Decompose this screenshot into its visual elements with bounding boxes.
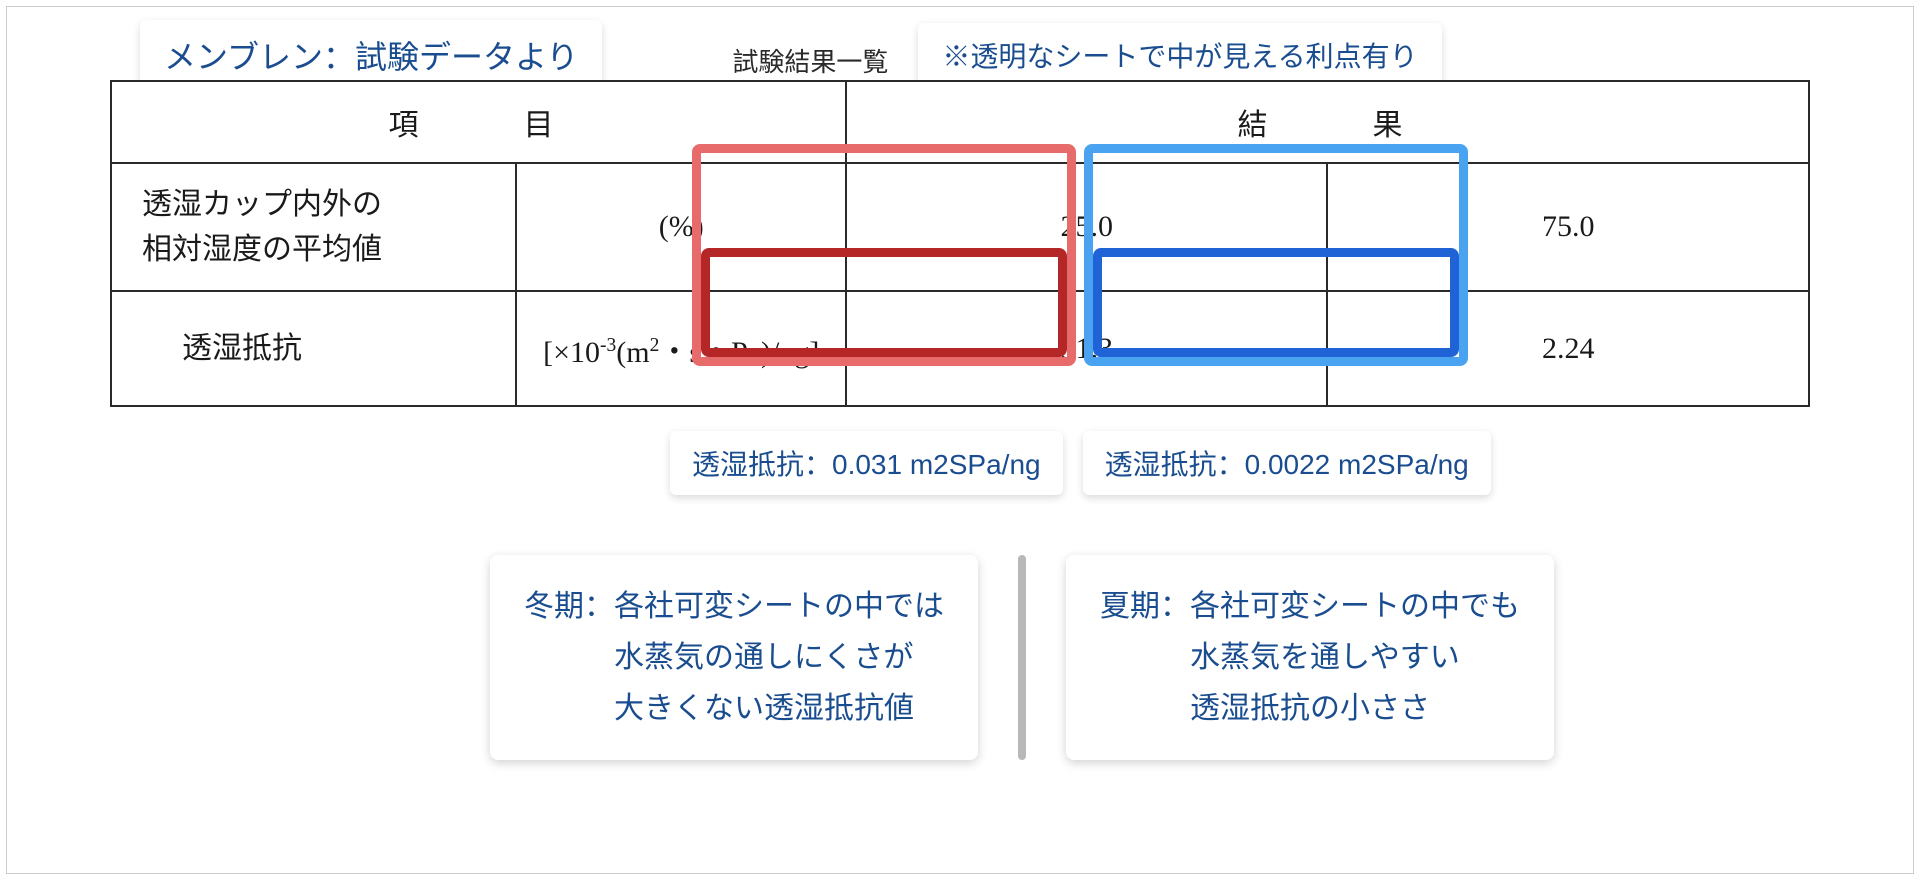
note-callout: ※透明なシートで中が見える利点有り [918, 23, 1441, 87]
summer-note: 夏期：各社可変シートの中でも 水蒸気を通しやすい 透湿抵抗の小ささ [1066, 555, 1554, 760]
value-callouts-row: 透湿抵抗：0.031 m2SPa/ng 透湿抵抗：0.0022 m2SPa/ng [670, 431, 1810, 495]
summer-line3: 透湿抵抗の小ささ [1100, 692, 1430, 725]
row2-val-red: 31.3 [846, 291, 1328, 406]
row1-val-blue: 75.0 [1327, 163, 1809, 291]
row2-val-blue: 2.24 [1327, 291, 1809, 406]
table-subtitle: 試験結果一覧 [732, 42, 888, 79]
row2-label-line1: 透湿抵抗 [142, 332, 302, 365]
vertical-divider [1018, 555, 1026, 760]
notes-row: 冬期：各社可変シートの中では 水蒸気の通しにくさが 大きくない透湿抵抗値 夏期：… [490, 555, 1810, 760]
row1-val-red: 25.0 [846, 163, 1328, 291]
col-result: 結 果 [846, 81, 1809, 163]
row2-label: 透湿抵抗 [111, 291, 516, 406]
row1-label-line2: 相対湿度の平均値 [142, 233, 382, 266]
winter-note: 冬期：各社可変シートの中では 水蒸気の通しにくさが 大きくない透湿抵抗値 [490, 555, 978, 760]
winter-line1: 冬期：各社可変シートの中では [524, 590, 944, 623]
col-item: 項 目 [111, 81, 846, 163]
summer-line2: 水蒸気を通しやすい [1100, 641, 1460, 674]
table-header-row: 項 目 結 果 [111, 81, 1809, 163]
table-row: 透湿抵抗 [×10-3(m2・s・Pa)/ng] 31.3 2.24 [111, 291, 1809, 406]
winter-line3: 大きくない透湿抵抗値 [524, 692, 914, 725]
blue-value-callout: 透湿抵抗：0.0022 m2SPa/ng [1083, 431, 1491, 495]
summer-line1: 夏期：各社可変シートの中でも [1100, 590, 1520, 623]
red-value-callout: 透湿抵抗：0.031 m2SPa/ng [670, 431, 1063, 495]
row1-label-line1: 透湿カップ内外の [142, 188, 382, 221]
winter-line2: 水蒸気の通しにくさが [524, 641, 913, 674]
row1-unit: (%) [516, 163, 845, 291]
table-row: 透湿カップ内外の 相対湿度の平均値 (%) 25.0 75.0 [111, 163, 1809, 291]
results-table: 項 目 結 果 透湿カップ内外の 相対湿度の平均値 (%) 25.0 75.0 … [110, 80, 1810, 407]
table-container: 項 目 結 果 透湿カップ内外の 相対湿度の平均値 (%) 25.0 75.0 … [110, 80, 1810, 407]
row1-label: 透湿カップ内外の 相対湿度の平均値 [111, 163, 516, 291]
row2-unit: [×10-3(m2・s・Pa)/ng] [516, 291, 845, 406]
